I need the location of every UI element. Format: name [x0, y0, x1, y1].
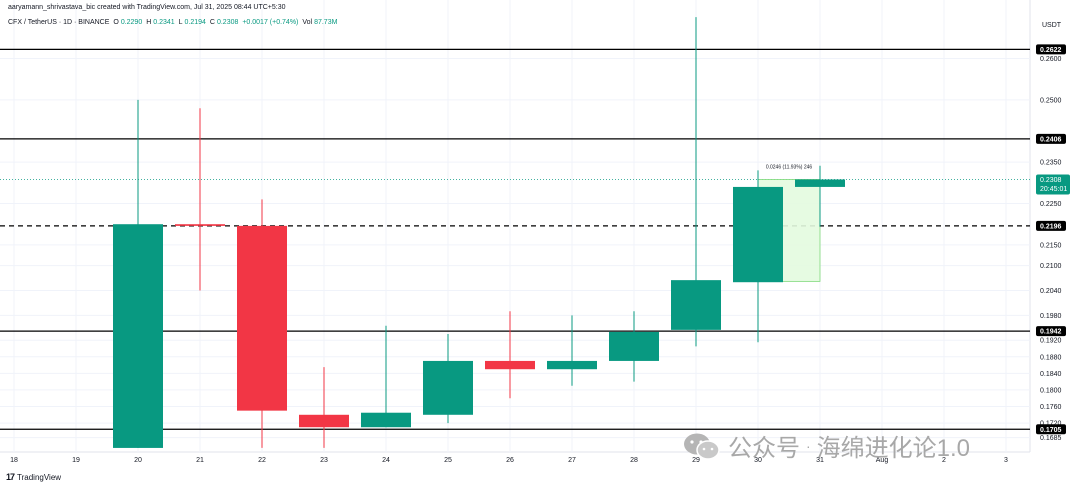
y-tick-label: 0.2040: [1040, 288, 1062, 295]
candle-body: [671, 280, 721, 330]
high-label: H: [146, 19, 152, 26]
candle-body: [423, 360, 473, 415]
x-tick-label: 30: [754, 457, 762, 464]
candle-body: [733, 186, 783, 283]
close-label: C: [209, 19, 215, 26]
candle: [299, 367, 349, 448]
x-tick-label: Aug: [876, 457, 889, 464]
close-value: 0.2308: [216, 19, 239, 26]
candle: [609, 311, 659, 382]
level-price-label: 0.2196: [1040, 223, 1062, 230]
candle-body: [609, 331, 659, 361]
y-tick-label: 0.2500: [1040, 97, 1062, 104]
current-price-tag: [1036, 174, 1070, 195]
tradingview-logo-icon: 17: [6, 472, 15, 482]
level-price-label: 0.2406: [1040, 136, 1062, 143]
candle-body: [485, 360, 535, 370]
watermark: 公众号 · 海绵进化论1.0: [682, 428, 970, 463]
x-tick-label: 2: [942, 457, 946, 464]
price-axis[interactable]: 0.2600 0.2500 0.2350 0.2250 0.2150 0.2100 0.20…: [1040, 56, 1062, 442]
price-labels: 0.2622 0.2406 0.2196 0.1942 0.1705 0.2308 20:4…: [1036, 44, 1070, 435]
wechat-icon: [684, 433, 720, 460]
volume-value: 87.73M: [314, 19, 338, 26]
x-tick-label: 22: [258, 457, 266, 464]
x-tick-label: 26: [506, 457, 514, 464]
y-tick-label: 0.1980: [1040, 313, 1062, 320]
level-price-label: 0.1705: [1040, 427, 1062, 434]
level-price-tag: [1036, 44, 1066, 55]
y-tick-label: 0.2250: [1040, 201, 1062, 208]
candle-body: [113, 224, 163, 448]
level-price-tag: [1036, 424, 1066, 435]
y-tick-label: 0.1920: [1040, 338, 1062, 345]
x-tick-label: 28: [630, 457, 638, 464]
candle-body: [361, 412, 411, 428]
x-tick-label: 23: [320, 457, 328, 464]
low-label: L: [178, 19, 183, 26]
y-tick-label: 0.2600: [1040, 56, 1062, 63]
watermark-name: 海绵进化论1.0: [816, 435, 971, 462]
time-axis[interactable]: 18 19 20 21 22 23 24 25 26 27 28 29 30 31 Aug 2 3: [10, 457, 1008, 464]
tradingview-name: TradingView: [17, 472, 62, 482]
candle: [485, 311, 535, 399]
level-price-label: 0.2622: [1040, 47, 1062, 54]
candle: [113, 99, 163, 448]
watermark-separator: ·: [806, 437, 811, 454]
level-price-tag: [1036, 326, 1066, 337]
y-tick-label: 0.1840: [1040, 371, 1062, 378]
volume-label: Vol: [302, 19, 313, 26]
y-tick-label: 0.2100: [1040, 263, 1062, 270]
candle: [671, 17, 721, 347]
x-tick-label: 27: [568, 457, 576, 464]
y-tick-label: 0.1720: [1040, 421, 1062, 428]
candle-body: [795, 179, 845, 187]
candle: [237, 199, 287, 448]
candle: [795, 165, 845, 227]
low-value: 0.2194: [184, 19, 206, 26]
level-price-tag: [1036, 133, 1066, 144]
tradingview-branding[interactable]: 17 TradingView: [6, 472, 61, 482]
candle-body: [237, 225, 287, 411]
high-value: 0.2341: [153, 19, 175, 26]
level-price-label: 0.1942: [1040, 329, 1062, 336]
y-tick-label: 0.2150: [1040, 242, 1062, 249]
created-by-text: aaryamann_shrivastava_bic created with T…: [8, 4, 286, 11]
y-tick-label: 0.1685: [1040, 435, 1062, 442]
projection-label: 0.0246 (11.93%) 246: [766, 164, 813, 170]
watermark-account: 公众号: [728, 435, 800, 462]
candle: [361, 325, 411, 428]
price-levels: [0, 48, 1030, 430]
candle: [733, 170, 783, 343]
current-price-label: 0.2308: [1040, 177, 1062, 184]
symbol-name: CFX / TetherUS · 1D · BINANCE: [8, 19, 110, 26]
y-tick-label: 0.2350: [1040, 160, 1062, 167]
candle-body: [547, 360, 597, 370]
candle: [423, 334, 473, 424]
y-tick-label: 0.1800: [1040, 387, 1062, 394]
y-tick-label: 0.1760: [1040, 404, 1062, 411]
candle: [175, 108, 225, 291]
x-tick-label: 24: [382, 457, 390, 464]
x-tick-label: 25: [444, 457, 452, 464]
x-tick-label: 21: [196, 457, 204, 464]
x-tick-label: 31: [816, 457, 824, 464]
x-tick-label: 3: [1004, 457, 1008, 464]
open-label: O: [113, 19, 119, 26]
change-value: +0.0017 (+0.74%): [242, 19, 299, 26]
x-tick-label: 19: [72, 457, 80, 464]
y-tick-label: 0.1880: [1040, 354, 1062, 361]
x-tick-label: 20: [134, 457, 142, 464]
candles: [113, 17, 845, 448]
candle: [547, 315, 597, 386]
x-tick-label: 18: [10, 457, 18, 464]
open-value: 0.2290: [120, 19, 143, 26]
currency-label[interactable]: USDT: [1042, 22, 1062, 29]
x-tick-label: 29: [692, 457, 700, 464]
level-price-tag: [1036, 220, 1066, 231]
candle-body: [299, 414, 349, 428]
candle-body: [175, 224, 225, 226]
countdown-label: 20:45:01: [1040, 186, 1067, 193]
